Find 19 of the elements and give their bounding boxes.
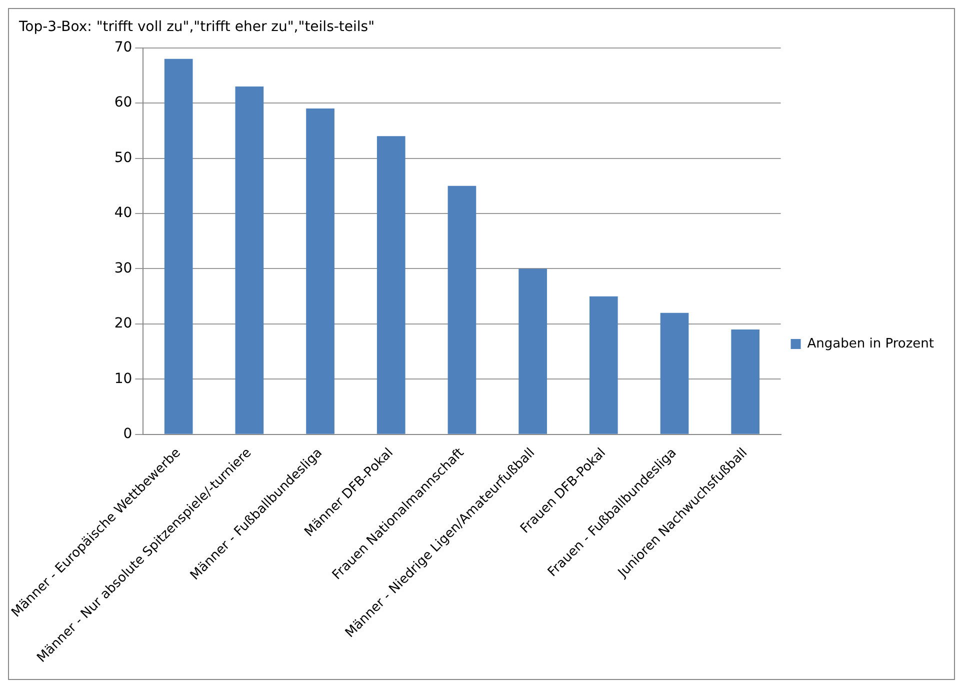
chart-title: Top-3-Box: "trifft voll zu","trifft eher zu","teils-teils": [18, 19, 375, 36]
y-tick-label: 40: [114, 205, 132, 222]
y-tick-label: 70: [114, 39, 132, 56]
bar: [731, 329, 760, 434]
bar: [376, 136, 406, 434]
y-tick-label: 20: [114, 316, 132, 332]
legend-label: Angaben in Prozent: [807, 336, 934, 352]
y-tick-label: 50: [114, 150, 132, 166]
bar: [164, 58, 193, 434]
bar: [235, 86, 264, 434]
bar: [448, 186, 476, 434]
y-tick-label: 0: [123, 426, 132, 442]
bar: [660, 312, 689, 434]
y-tick-label: 10: [114, 370, 132, 387]
y-tick-label: 30: [114, 260, 132, 276]
bar: [306, 108, 334, 434]
bar: [518, 268, 547, 434]
y-tick-label: 60: [114, 94, 132, 111]
bar: [589, 296, 618, 434]
